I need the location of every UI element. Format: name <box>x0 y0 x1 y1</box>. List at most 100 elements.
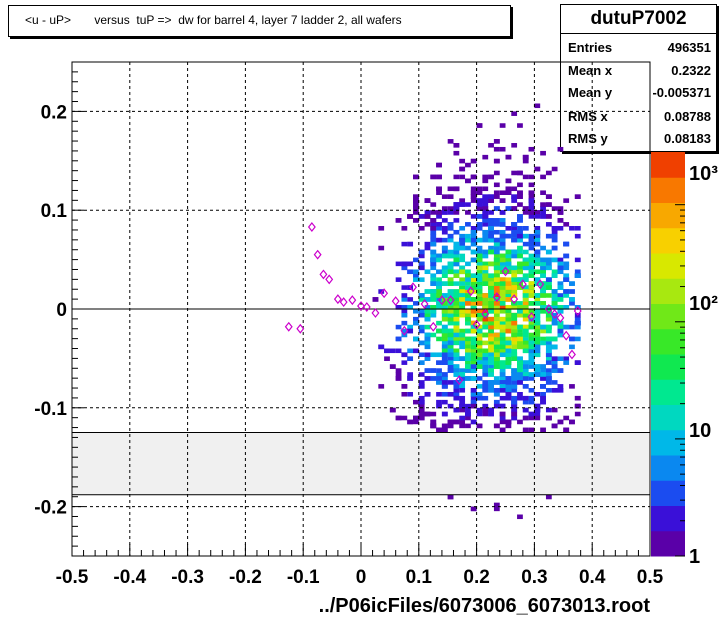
heatmap-cell <box>459 281 466 286</box>
heatmap-cell <box>441 206 448 211</box>
heatmap-cell <box>447 348 454 354</box>
heatmap-cell <box>465 162 471 168</box>
heatmap-cell <box>551 312 558 318</box>
heatmap-cell <box>522 348 529 354</box>
heatmap-cell <box>517 261 523 267</box>
heatmap-cell <box>465 411 471 417</box>
heatmap-cell <box>401 305 408 310</box>
heatmap-cell <box>551 316 558 322</box>
heatmap-cell <box>493 158 500 164</box>
heatmap-cell <box>476 261 483 267</box>
heatmap-cell <box>574 273 581 278</box>
heatmap-cell <box>499 297 506 302</box>
heatmap-cell <box>378 226 385 231</box>
heatmap-cell <box>459 289 466 294</box>
heatmap-cell <box>505 320 512 326</box>
heatmap-cell <box>522 395 529 401</box>
heatmap-cell <box>499 316 506 322</box>
heatmap-cell <box>528 427 535 433</box>
heatmap-cell <box>453 253 460 259</box>
x-tick-label: -0.1 <box>287 567 320 588</box>
heatmap-cell <box>488 360 494 365</box>
heatmap-cell <box>482 174 489 180</box>
heatmap-cell <box>499 289 506 294</box>
heatmap-cell <box>545 257 552 263</box>
heatmap-cell <box>493 324 500 330</box>
heatmap-cell <box>401 226 408 231</box>
heatmap-cell <box>436 427 442 433</box>
heatmap-cell <box>540 174 546 180</box>
heatmap-cell <box>499 261 506 267</box>
heatmap-cell <box>447 265 454 271</box>
heatmap-cell <box>430 261 437 267</box>
heatmap-cell <box>499 395 506 401</box>
heatmap-cell <box>528 257 535 263</box>
heatmap-cell <box>418 249 425 255</box>
heatmap-cell <box>563 261 570 267</box>
heatmap-cell <box>459 332 466 338</box>
y-tick-label: 0.2 <box>41 102 67 123</box>
heatmap-cell <box>511 222 518 227</box>
heatmap-cell <box>430 305 437 310</box>
heatmap-cell <box>372 297 379 302</box>
heatmap-cell <box>453 202 460 207</box>
heatmap-cell <box>545 233 552 239</box>
heatmap-cell <box>493 332 500 338</box>
heatmap-cell <box>522 277 529 282</box>
heatmap-cell <box>551 364 558 369</box>
heatmap-cell <box>534 277 541 282</box>
heatmap-cell <box>378 344 385 350</box>
heatmap-cell <box>517 123 523 128</box>
heatmap-cell <box>528 289 535 294</box>
heatmap-cell <box>517 305 523 310</box>
heatmap-cell <box>545 214 552 219</box>
heatmap-cell <box>418 328 425 334</box>
heatmap-cell <box>522 340 529 346</box>
heatmap-cell <box>465 415 471 421</box>
heatmap-cell <box>488 380 494 385</box>
heatmap-cell <box>430 411 437 417</box>
heatmap-cell <box>540 427 546 433</box>
heatmap-cell <box>505 376 512 381</box>
heatmap-cell <box>424 245 431 251</box>
heatmap-cell <box>441 237 448 243</box>
heatmap-cell <box>493 257 500 263</box>
heatmap-cell <box>401 285 408 290</box>
profile-point <box>391 296 400 307</box>
heatmap-cell <box>395 277 402 282</box>
heatmap-cell <box>528 146 535 152</box>
heatmap-cell <box>493 376 500 381</box>
heatmap-cell <box>459 384 466 389</box>
heatmap-cell <box>453 407 460 413</box>
profile-point <box>348 295 357 306</box>
heatmap-cell <box>517 360 523 365</box>
heatmap-cell <box>551 226 558 231</box>
heatmap-cell <box>517 312 523 318</box>
heatmap-cell <box>499 368 506 373</box>
heatmap-cell <box>511 253 518 259</box>
heatmap-cell <box>465 403 471 409</box>
heatmap-cell <box>476 281 483 286</box>
heatmap-cell <box>424 376 431 381</box>
heatmap-cell <box>430 222 437 227</box>
palette-swatch <box>651 429 685 456</box>
stat-value-entries: 496351 <box>667 40 711 55</box>
heatmap-cell <box>493 403 500 409</box>
heatmap-cell <box>476 206 483 211</box>
heatmap-cell <box>401 391 408 397</box>
heatmap-cell <box>488 336 494 342</box>
heatmap-cell <box>551 305 558 310</box>
heatmap-cell <box>459 265 466 271</box>
heatmap-cell <box>493 316 500 322</box>
heatmap-cell <box>534 249 541 255</box>
heatmap-cell <box>470 376 477 381</box>
heatmap-cell <box>511 380 518 385</box>
heatmap-cell <box>436 352 442 358</box>
heatmap-cell <box>436 305 442 310</box>
heatmap-cell <box>511 372 518 377</box>
heatmap-cell <box>569 301 575 306</box>
heatmap-cell <box>407 261 414 267</box>
heatmap-cell <box>557 332 564 338</box>
heatmap-cell <box>511 316 518 322</box>
heatmap-cell <box>465 202 471 207</box>
